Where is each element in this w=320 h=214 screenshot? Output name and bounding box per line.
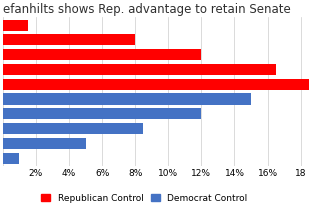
Bar [3,94,251,105]
Bar [3,79,309,90]
Bar [3,153,19,164]
Bar [3,49,201,60]
Bar [3,19,28,31]
Bar [3,34,135,45]
Bar [3,94,19,105]
Bar [3,123,143,134]
Bar [3,108,201,119]
Bar [3,138,85,149]
Text: efanhilts shows Rep. advantage to retain Senate: efanhilts shows Rep. advantage to retain… [3,3,291,16]
Legend: Republican Control, Democrat Control: Republican Control, Democrat Control [38,190,251,207]
Bar [3,64,276,75]
